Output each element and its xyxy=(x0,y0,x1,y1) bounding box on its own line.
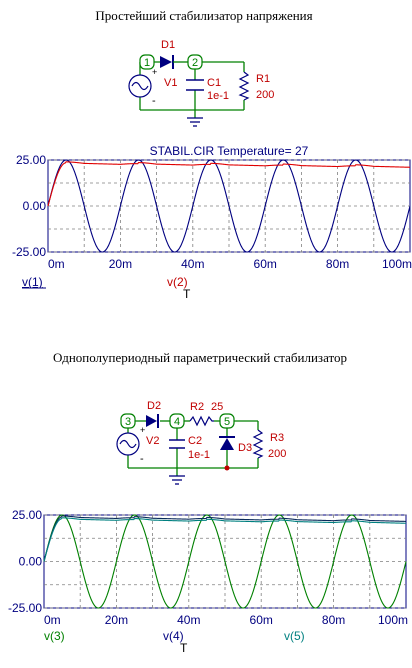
diode-d1-icon xyxy=(160,55,177,69)
node-4 xyxy=(169,413,185,429)
chart2-xtick-label: 80m xyxy=(322,613,345,627)
res-r1-value: 200 xyxy=(256,89,274,101)
chart1-ytick-label: 25.00 xyxy=(16,153,46,167)
chart2-legend-v4: v(4) xyxy=(163,629,184,643)
diode-d1-label: D1 xyxy=(161,39,175,51)
chart1-xticks: 0m 20m 40m 60m 80m 100m xyxy=(48,257,412,271)
resistor-r2-icon xyxy=(189,415,214,427)
res-r2-label: R2 xyxy=(190,401,204,413)
chart2-xtick-label: 40m xyxy=(177,613,200,627)
source-v1-minus: - xyxy=(152,95,156,107)
chart2-xaxis-var: T xyxy=(180,641,188,655)
figure2-title: Однополупериодный параметрический стабил… xyxy=(53,350,347,365)
node-4-label: 4 xyxy=(174,416,180,428)
figure1-title: Простейший стабилизатор напряжения xyxy=(95,8,312,23)
junction-dot xyxy=(224,465,230,471)
chart2-xtick-label: 100m xyxy=(378,613,408,627)
source-v1-label: V1 xyxy=(164,77,177,89)
chart1-legend-v1: v(1) xyxy=(22,275,43,289)
resistor-r1-icon xyxy=(238,71,250,101)
chart2-series-v3 xyxy=(43,514,407,609)
chart1-series xyxy=(47,159,411,253)
zener-d3-icon xyxy=(219,436,235,450)
node-3-label: 3 xyxy=(125,416,131,428)
source-v2-label: V2 xyxy=(146,435,159,447)
chart2-series-v5 xyxy=(43,517,407,562)
chart1-grid xyxy=(48,159,410,253)
ac-source-v2-icon xyxy=(116,432,140,456)
chart1-xaxis-var: T xyxy=(183,287,191,301)
cap-c1-value: 1e-1 xyxy=(207,90,229,102)
chart1-xtick-label: 60m xyxy=(254,257,277,271)
cap-c2-label: C2 xyxy=(188,435,202,447)
node-2 xyxy=(187,54,203,70)
chart1-ytick-label: -25.00 xyxy=(12,245,46,259)
node-1 xyxy=(139,54,155,70)
source-v2-minus: - xyxy=(140,453,144,465)
ground-icon xyxy=(169,475,185,485)
chart2-xtick-label: 0m xyxy=(44,613,61,627)
node-1-label: 1 xyxy=(144,57,150,69)
chart2-area: 25.00 0.00 -25.00 0m 20m 40m 60m 80m 100m xyxy=(8,508,408,627)
chart2-legend-v5: v(5) xyxy=(284,629,305,643)
chart1-xtick-label: 20m xyxy=(109,257,132,271)
ground-icon xyxy=(187,117,203,127)
chart2-yticks: 25.00 0.00 -25.00 xyxy=(8,508,42,615)
resistor-r3-icon xyxy=(252,429,264,459)
chart1-series-v2 xyxy=(47,161,411,207)
zener-d3-label: D3 xyxy=(238,442,252,454)
chart1-xtick-label: 80m xyxy=(326,257,349,271)
res-r3-label: R3 xyxy=(270,432,284,444)
cap-c1-label: C1 xyxy=(207,77,221,89)
chart2-ytick-label: 0.00 xyxy=(19,555,43,569)
chart2-xtick-label: 20m xyxy=(105,613,128,627)
chart1-yticks: 25.00 0.00 -25.00 xyxy=(12,153,46,259)
res-r1-label: R1 xyxy=(256,73,270,85)
chart1-legend-v2: v(2) xyxy=(167,275,188,289)
capacitor-c2-icon xyxy=(169,439,185,449)
chart1-xtick-label: 100m xyxy=(382,257,412,271)
node-5-label: 5 xyxy=(224,416,230,428)
chart2-series-v4 xyxy=(43,515,407,562)
source-v2-plus: + xyxy=(140,425,145,435)
cap-c2-value: 1e-1 xyxy=(188,449,210,461)
chart2-ytick-label: -25.00 xyxy=(8,601,42,615)
node-5 xyxy=(219,413,235,429)
chart1-xtick-label: 0m xyxy=(48,257,65,271)
chart1-xtick-label: 40m xyxy=(181,257,204,271)
chart1-area: 25.00 0.00 -25.00 0m 20m 40m 60m 80m 100m xyxy=(12,153,412,271)
res-r3-value: 200 xyxy=(268,448,286,460)
node-2-label: 2 xyxy=(192,57,198,69)
res-r2-value: 25 xyxy=(211,401,223,413)
chart2-xtick-label: 60m xyxy=(250,613,273,627)
chart1-title: STABIL.CIR Temperature= 27 xyxy=(150,144,309,158)
chart2-legend-v3: v(3) xyxy=(44,629,65,643)
ac-source-v1-icon xyxy=(128,74,152,98)
diode-d2-label: D2 xyxy=(147,400,161,412)
schematic-2 xyxy=(127,420,259,476)
diode-d2-icon xyxy=(146,414,159,428)
chart1-ytick-label: 0.00 xyxy=(23,199,47,213)
chart2-ytick-label: 25.00 xyxy=(12,508,42,522)
chart2-series xyxy=(43,514,407,609)
source-v1-plus: + xyxy=(152,67,157,77)
capacitor-c1-icon xyxy=(186,79,204,91)
chart2-xticks: 0m 20m 40m 60m 80m 100m xyxy=(44,613,408,627)
node-3 xyxy=(120,413,136,429)
